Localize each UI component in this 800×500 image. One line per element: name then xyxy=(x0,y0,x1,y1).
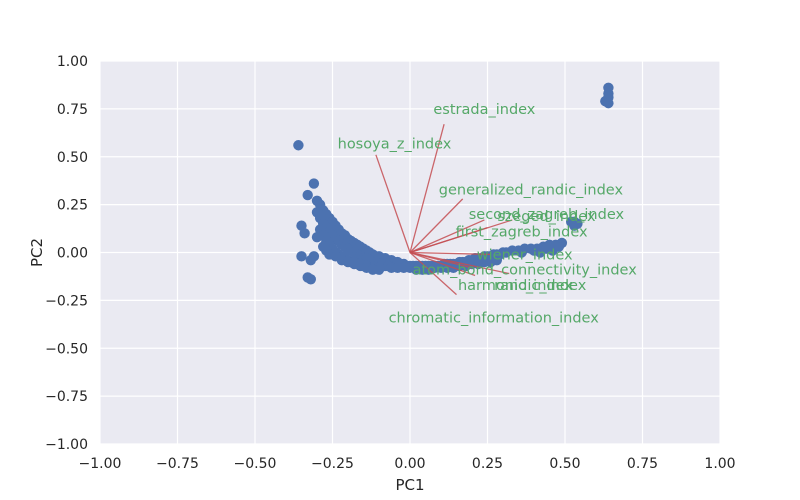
data-point xyxy=(569,220,580,231)
loading-vectors xyxy=(375,124,513,296)
data-point xyxy=(308,251,320,262)
y-tick-label: 1.00 xyxy=(57,54,88,70)
x-tick-label: 0.00 xyxy=(394,456,425,472)
y-tick-label: 0.25 xyxy=(57,198,88,214)
loading-vector xyxy=(409,124,445,253)
data-point xyxy=(516,247,527,258)
data-points xyxy=(293,82,614,285)
data-point xyxy=(296,251,307,262)
x-tick-label: −0.25 xyxy=(311,456,354,472)
loading-label: harmonic_index xyxy=(458,278,573,294)
data-point xyxy=(373,264,385,275)
loading-label: szeged_index xyxy=(497,209,596,225)
x-tick-label: 0.25 xyxy=(472,456,503,472)
data-point xyxy=(311,231,323,243)
y-tick-labels: 1.00 0.75 0.50 0.25 0.00 −0.25 −0.50 −0.75 −1.00 xyxy=(45,54,88,453)
loading-label: estrada_index xyxy=(433,102,535,118)
loading-vector xyxy=(375,154,411,253)
y-tick-label: 0.00 xyxy=(57,246,88,262)
y-tick-label: −0.25 xyxy=(45,293,88,309)
data-point xyxy=(535,247,546,258)
y-tick-label: −0.50 xyxy=(45,341,88,357)
y-tick-label: 0.50 xyxy=(57,150,88,166)
loading-label: first_zagreb_index xyxy=(456,224,588,240)
loading-label: chromatic_information_index xyxy=(389,311,600,327)
loading-vector xyxy=(409,198,464,253)
x-tick-label: 0.50 xyxy=(549,456,580,472)
x-tick-label: 0.75 xyxy=(627,456,658,472)
data-point xyxy=(547,245,558,256)
data-point xyxy=(302,189,313,201)
y-tick-label: 0.75 xyxy=(57,102,88,118)
loading-label: atom_bond_connectivity_index xyxy=(413,263,638,279)
data-point xyxy=(293,140,304,151)
loading-vector xyxy=(409,251,510,275)
x-axis-label: PC1 xyxy=(395,476,424,494)
loading-vector xyxy=(409,252,457,296)
loading-label: generalized_randic_index xyxy=(439,182,624,198)
data-point xyxy=(308,178,320,189)
loading-vector xyxy=(409,251,476,277)
x-tick-label: 1.00 xyxy=(704,456,735,472)
y-tick-label: −0.75 xyxy=(45,389,88,405)
loading-label: randic_index xyxy=(494,278,587,294)
data-point xyxy=(603,97,614,109)
y-axis-label: PC2 xyxy=(28,238,46,267)
loading-labels: estrada_index hosoya_z_index generalized_r… xyxy=(338,102,638,327)
loading-label: second_zagreb_index xyxy=(469,207,625,223)
data-point xyxy=(305,274,316,285)
x-tick-label: −0.75 xyxy=(156,456,199,472)
y-tick-label: −1.00 xyxy=(45,437,88,453)
loading-vector xyxy=(409,251,491,256)
data-point xyxy=(491,254,502,266)
data-point xyxy=(299,228,310,239)
loading-label: wiener_index xyxy=(477,247,573,263)
x-tick-label: −1.00 xyxy=(79,456,122,472)
x-tick-label: −0.50 xyxy=(234,456,277,472)
x-tick-labels: −1.00 −0.75 −0.50 −0.25 0.00 0.25 0.50 0.75 1.00 xyxy=(79,456,736,472)
loading-vector xyxy=(409,219,485,254)
loading-vector xyxy=(409,226,488,254)
loading-label: hosoya_z_index xyxy=(338,136,452,152)
